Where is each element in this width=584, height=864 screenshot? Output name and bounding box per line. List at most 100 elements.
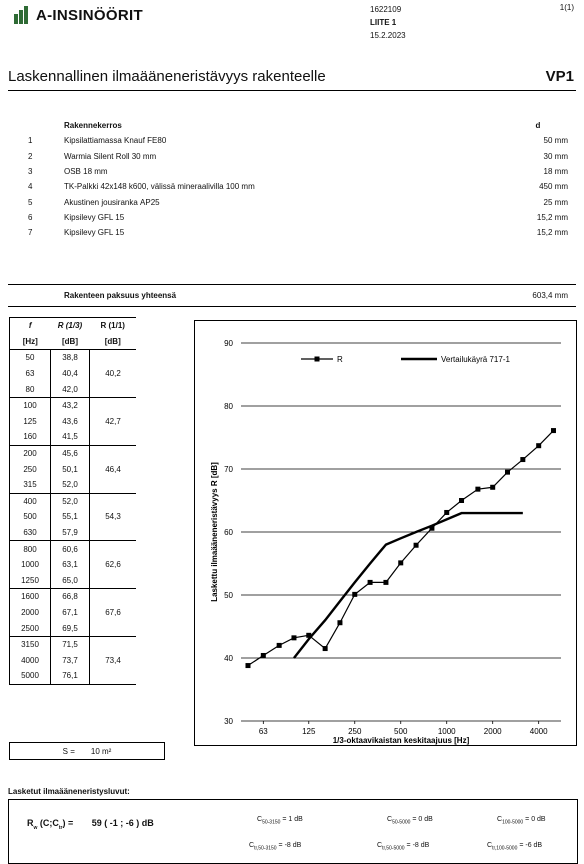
c-subscript: 50-3150 [262, 819, 281, 826]
total-divider-bottom [8, 306, 576, 307]
results-title: Lasketut ilmaääneneristysluvut: [8, 787, 130, 796]
r-data-point [276, 642, 282, 648]
table-row: 1000 63,1 62,6 [9, 556, 137, 573]
c-item: C50-3150 = 1 dB [257, 816, 303, 825]
table-cell: 315 [9, 476, 51, 494]
table-cell [90, 397, 137, 413]
area-value: 10 m² [90, 746, 112, 756]
table-cell: 50,1 [50, 461, 90, 477]
table-row: 1600 66,8 [9, 588, 137, 605]
table-cell: [dB] [50, 333, 90, 351]
table-cell: 73,7 [50, 652, 90, 669]
table-cell: 76,1 [50, 668, 90, 685]
table-cell: 63 [9, 365, 51, 382]
table-cell: 40,4 [50, 365, 90, 382]
rw-c-symbol: C [42, 818, 50, 828]
table-cell: 43,6 [50, 413, 90, 430]
table-cell: 38,8 [50, 349, 90, 366]
x-tick-label: 63 [259, 727, 268, 736]
table-cell: 57,9 [50, 524, 90, 542]
table-cell [89, 429, 136, 446]
table-cell: 1600 [9, 588, 51, 605]
table-cell: 100 [9, 397, 51, 414]
table-row: 63 40,4 40,2 [9, 365, 137, 382]
table-row: 2500 69,5 [9, 620, 136, 637]
table-row: 4000 73,7 73,4 [9, 652, 137, 669]
r-data-point [550, 428, 556, 434]
table-cell: 73,4 [105, 655, 121, 665]
layer-thickness: 50 mm [543, 136, 568, 146]
table-cell: f [9, 316, 51, 334]
r-data-point [383, 579, 389, 585]
table-cell: 200 [9, 445, 51, 462]
table-cell: 69,5 [50, 620, 90, 637]
table-cell [89, 668, 136, 685]
c-subscript: tr,100-5000 [492, 845, 518, 852]
layer-num: 7 [28, 228, 33, 238]
table-cell: 54,3 [105, 512, 121, 522]
layers-list: Rakennekerros d 1 Kipsilattiamassa Knauf … [28, 118, 568, 240]
layer-num: 1 [28, 136, 33, 146]
r-data-point [352, 591, 358, 597]
c-symbol: C [497, 816, 503, 823]
c-item: Ctr,50-3150 = -8 dB [249, 842, 301, 851]
r-data-point [444, 509, 450, 515]
c-symbol: C [487, 842, 493, 849]
table-cell [90, 636, 137, 652]
r-data-point [367, 579, 373, 585]
c-subscript: 50-5000 [392, 819, 411, 826]
table-cell: 43,2 [50, 397, 90, 414]
table-cell: 67,6 [105, 607, 121, 617]
layer-thickness: 25 mm [543, 197, 568, 207]
table-cell: 800 [9, 540, 51, 557]
area-box: S = 10 m² [9, 742, 165, 760]
table-row: 1250 65,0 [9, 572, 136, 590]
y-tick-label: 40 [224, 654, 233, 663]
table-cell: 63,1 [50, 556, 90, 573]
sound-insulation-chart: 30 40 50 60 70 80 90 63 125 250 500 1000 2000 4000 1/3… [194, 320, 577, 746]
layer-thickness: 15,2 mm [536, 212, 568, 222]
layer-desc: Kipsilevy GFL 15 [64, 228, 125, 238]
r-data-point [322, 646, 328, 652]
layer-num: 6 [28, 212, 33, 222]
table-cell: 2000 [9, 604, 51, 621]
r-data-point [291, 635, 297, 641]
table-cell: 52,0 [50, 476, 90, 494]
company-name: A-INSINÖÖRIT [36, 6, 143, 24]
table-cell: R (1/3) [50, 316, 90, 334]
layer-row: 5 Akustinen jousirankа AP25 25 mm [28, 194, 568, 209]
x-tick-label: 1000 [438, 727, 456, 736]
reference-curve-line [293, 511, 523, 659]
title-divider [8, 90, 576, 91]
legend-r-marker [314, 356, 320, 362]
table-cell [90, 589, 137, 605]
c-symbol: C [257, 816, 263, 823]
project-number: 1622109 [370, 5, 402, 14]
table-cell: [dB] [89, 333, 136, 351]
c-subscript: tr,50-3150 [254, 845, 277, 852]
x-axis-label: 1/3-oktaavikaistan keskitaajuus [Hz] [333, 736, 470, 745]
r-series-line [247, 430, 554, 667]
c-symbol: C [377, 842, 383, 849]
layer-desc: TK-Palkki 42x148 k600, välissä mineraali… [64, 182, 255, 192]
y-tick-label: 30 [224, 717, 233, 726]
results-box: Rw (C;Ctr) = 59 ( -1 ; -6 ) dB C50-3150 … [8, 799, 578, 864]
layer-desc: Warmia Silent Roll 30 mm [64, 151, 157, 161]
total-value: 603,4 mm [532, 291, 568, 300]
table-cell: 67,1 [50, 604, 90, 621]
table-cell: 66,8 [50, 588, 90, 605]
r-data-point [306, 632, 312, 638]
layer-num: 4 [28, 182, 33, 192]
rw-ctr-subscript: tr [58, 824, 63, 831]
r-data-point [337, 620, 343, 626]
table-row: 630 57,9 [9, 524, 136, 542]
structure-code: VP1 [545, 68, 574, 85]
table-cell: 630 [9, 524, 51, 542]
page-number: 1(1) [559, 3, 574, 12]
layer-desc: Akustinen jousirankа AP25 [64, 197, 160, 207]
rw-ctr-symbol: C [52, 818, 59, 828]
table-cell: 45,6 [50, 445, 90, 462]
layer-num: 3 [28, 167, 33, 177]
table-cell: 55,1 [50, 509, 90, 525]
